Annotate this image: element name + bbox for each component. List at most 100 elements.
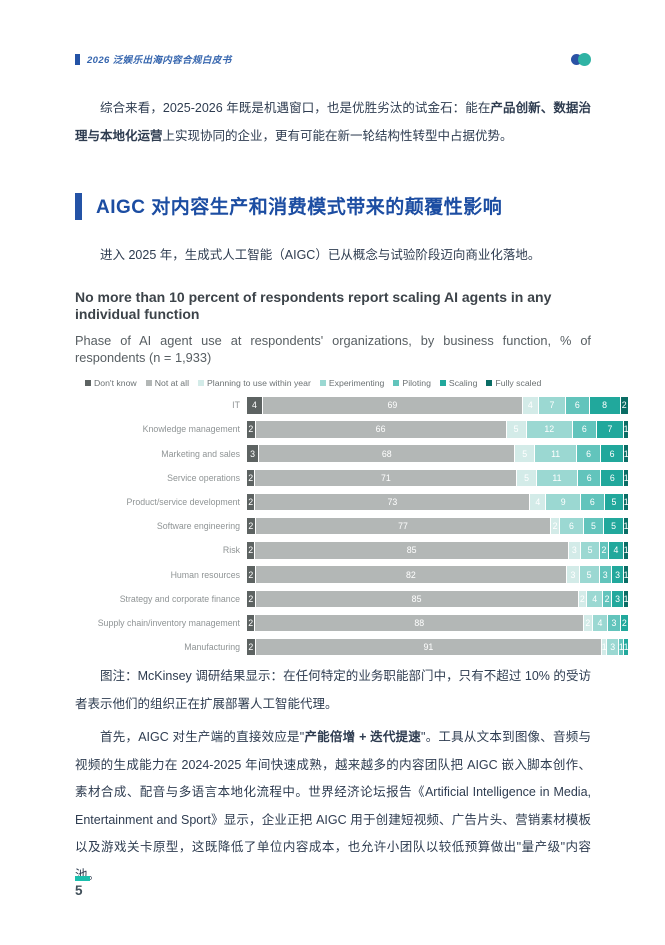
legend-swatch-icon <box>85 380 91 386</box>
legend-label: Piloting <box>402 378 431 388</box>
body-paragraph: 首先，AIGC 对生产端的直接效应是"产能倍增 + 迭代提速"。工具从文本到图像… <box>75 724 591 889</box>
bar-segment: 2 <box>600 542 608 559</box>
bar-segment: 1 <box>624 590 628 607</box>
intro-paragraph: 综合来看，2025-2026 年既是机遇窗口，也是优胜劣汰的试金石：能在产品创新… <box>75 94 591 150</box>
page-footer: 5 <box>75 876 90 898</box>
legend-label: Planning to use within year <box>207 378 311 388</box>
chart-row: Product/service development 2 73 4 9 6 5 1 <box>75 493 628 511</box>
intro-paragraph-text: 上实现协同的企业，更有可能在新一轮结构性转型中占据优势。 <box>162 129 513 143</box>
legend-label: Not at all <box>154 378 190 388</box>
legend-swatch-icon <box>319 380 326 386</box>
bar-segment: 5 <box>506 421 526 438</box>
bar-segment: 3 <box>247 445 259 462</box>
bar-segment: 6 <box>566 397 589 414</box>
legend-item: Scaling <box>439 378 478 388</box>
bar-segment: 69 <box>263 397 522 414</box>
bar-segment: 5 <box>580 542 600 559</box>
bar-segment: 5 <box>604 517 624 535</box>
bar-segment: 91 <box>255 638 602 656</box>
bar-segment: 2 <box>620 614 629 632</box>
bar-segment: 2 <box>247 517 255 535</box>
legend-swatch-icon <box>486 380 493 386</box>
bar-segment: 2 <box>247 638 255 656</box>
stacked-bar: 2 73 4 9 6 5 1 <box>247 493 628 511</box>
bar-segment: 6 <box>581 493 604 511</box>
bar-segment: 11 <box>535 445 577 462</box>
bar-segment: 2 <box>247 421 255 438</box>
body-paragraph-bold: 产能倍增 + 迭代提速 <box>304 730 422 744</box>
bar-segment: 12 <box>526 421 572 438</box>
bar-segment: 1 <box>624 517 628 535</box>
stacked-bar: 2 88 2 4 3 2 <box>247 614 629 632</box>
intro-paragraph-bold: 产品创新、数据治理与本地化运营 <box>75 101 591 143</box>
chart-row: Software engineering 2 77 2 6 5 5 1 <box>75 517 628 535</box>
stacked-bar-chart: No more than 10 percent of respondents r… <box>75 289 629 663</box>
bar-segment: 2 <box>551 517 559 535</box>
bar-segment: 3 <box>567 566 579 583</box>
bar-segment: 2 <box>247 469 255 487</box>
footer-accent-bar <box>75 876 90 881</box>
bar-segment: 85 <box>255 542 568 559</box>
logo-blue-circle <box>571 53 582 65</box>
bar-segment: 3 <box>568 542 580 559</box>
bar-segment: 5 <box>515 445 535 462</box>
chart-row: Manufacturing 2 91 1 3 1 1 <box>75 638 629 656</box>
chart-row-label: Supply chain/inventory management <box>97 617 240 628</box>
bar-segment: 8 <box>589 397 620 414</box>
bar-segment: 3 <box>607 638 619 656</box>
bar-segment: 1 <box>624 638 629 656</box>
lead-paragraph: 进入 2025 年，生成式人工智能（AIGC）已从概念与试验阶段迈向商业化落地。 <box>100 248 541 262</box>
header-accent-mark <box>75 53 80 65</box>
chart-row: Strategy and corporate finance 2 85 2 4 2 3 1 <box>75 590 628 607</box>
bar-segment: 66 <box>255 421 506 438</box>
bar-segment: 2 <box>603 590 611 607</box>
bar-segment: 6 <box>572 421 596 438</box>
bar-segment: 1 <box>602 638 607 656</box>
page-number: 5 <box>75 883 83 898</box>
chart-title: No more than 10 percent of respondents r… <box>75 289 552 322</box>
chart-row-label: Marketing and sales <box>161 448 240 459</box>
bar-segment: 3 <box>611 566 624 583</box>
bar-segment: 4 <box>522 397 538 414</box>
chart-row-label: Risk <box>222 545 240 556</box>
chart-row: Risk 2 85 3 5 2 4 1 <box>75 542 628 559</box>
legend-label: Scaling <box>448 378 478 388</box>
stacked-bar: 2 66 5 12 6 7 1 <box>247 421 628 438</box>
legend-item: Experimenting <box>319 378 385 388</box>
bar-segment: 4 <box>608 542 624 559</box>
stacked-bar: 2 77 2 6 5 5 1 <box>247 517 628 535</box>
chart-row-label: Human resources <box>170 569 240 580</box>
legend-label: Experimenting <box>328 378 385 388</box>
chart-row-label: Service operations <box>167 472 240 483</box>
heading-accent-bar <box>75 193 82 220</box>
bar-segment: 85 <box>255 590 578 607</box>
bar-segment: 2 <box>620 397 628 414</box>
bar-segment: 3 <box>599 566 611 583</box>
chart-row-label: IT <box>232 400 240 411</box>
legend-item: Piloting <box>393 378 431 388</box>
legend-item: Planning to use within year <box>198 378 311 388</box>
bar-segment: 4 <box>587 590 603 607</box>
bar-segment: 5 <box>604 493 624 511</box>
document-header: 2026 泛娱乐出海内容合规白皮书 <box>75 52 593 66</box>
document-title: 2026 泛娱乐出海内容合规白皮书 <box>87 55 232 66</box>
bar-segment: 2 <box>584 614 592 632</box>
chart-row: Human resources 2 82 3 5 3 3 1 <box>75 566 629 583</box>
chart-row-label: Manufacturing <box>184 642 240 653</box>
section-heading-text: AIGC 对内容生产和消费模式带来的颠覆性影响 <box>96 197 503 218</box>
chart-row: Supply chain/inventory management 2 88 2 4 3 2 <box>75 614 629 632</box>
legend-swatch-icon <box>393 380 400 386</box>
bar-segment: 5 <box>517 469 536 487</box>
stacked-bar: 4 69 4 7 6 8 2 <box>247 397 628 414</box>
bar-segment: 1 <box>624 493 628 511</box>
bar-segment: 1 <box>624 542 628 559</box>
legend-label: Don't know <box>94 378 137 388</box>
bar-segment: 2 <box>247 493 255 511</box>
bar-segment: 2 <box>247 566 255 583</box>
stacked-bar: 3 68 5 11 6 6 1 <box>247 445 628 462</box>
bar-segment: 7 <box>596 421 624 438</box>
bar-segment: 3 <box>611 590 624 607</box>
bar-segment: 4 <box>592 614 608 632</box>
bar-segment: 2 <box>247 590 255 607</box>
